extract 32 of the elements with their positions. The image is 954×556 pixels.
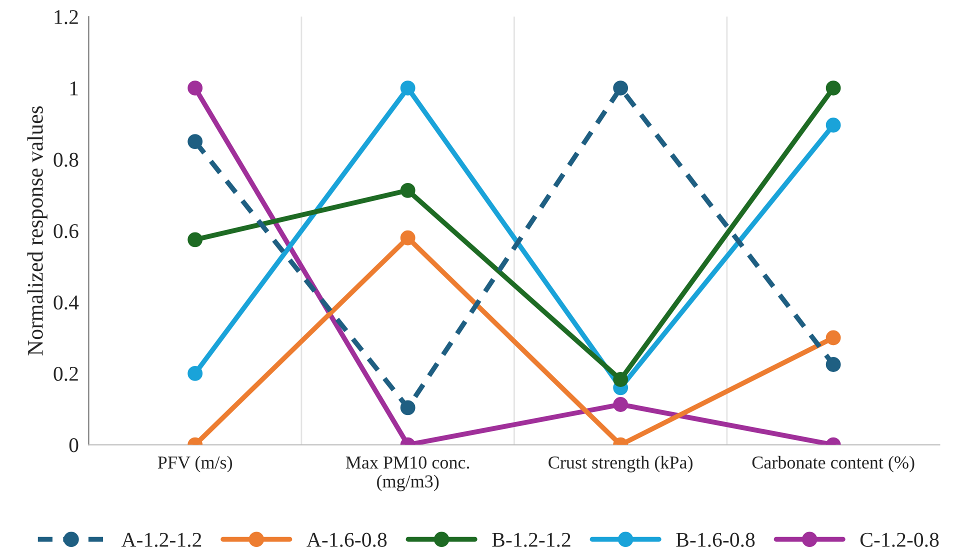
point [400,80,416,96]
point [400,182,416,198]
point [826,80,841,96]
point [188,80,203,96]
x-tick-label: Carbonate content (%) [752,456,914,472]
y-tick-label: 0 [69,438,78,452]
x-tick-label: Max PM10 conc. (mg/m3) [346,456,470,492]
legend-label: A-1.6-0.8 [306,532,387,547]
legend-label: C-1.2-0.8 [860,532,939,547]
point [188,232,203,248]
y-axis-title: Normalized response values [27,106,48,356]
point [826,118,841,133]
y-tick-label: 0.4 [54,295,79,310]
point [613,80,628,96]
y-tick-label: 0.8 [54,152,78,167]
y-tick-label: 1.2 [54,10,78,24]
x-tick-label: Crust strength (kPa) [548,456,692,472]
point [400,230,416,246]
point [188,134,203,150]
point [613,372,628,387]
point [826,357,841,372]
legend-label: A-1.2-1.2 [121,532,202,547]
y-tick-label: 0.6 [54,224,78,238]
legend-label: B-1.2-1.2 [492,532,570,547]
legend-label: B-1.6-0.8 [676,532,755,547]
point [613,397,628,412]
y-tick-label: 1 [70,82,78,96]
point [400,400,416,416]
x-tick-label: PFV (m/s) [158,456,232,472]
y-tick-label: 0.2 [54,366,78,381]
point [188,366,203,381]
point [826,330,841,346]
